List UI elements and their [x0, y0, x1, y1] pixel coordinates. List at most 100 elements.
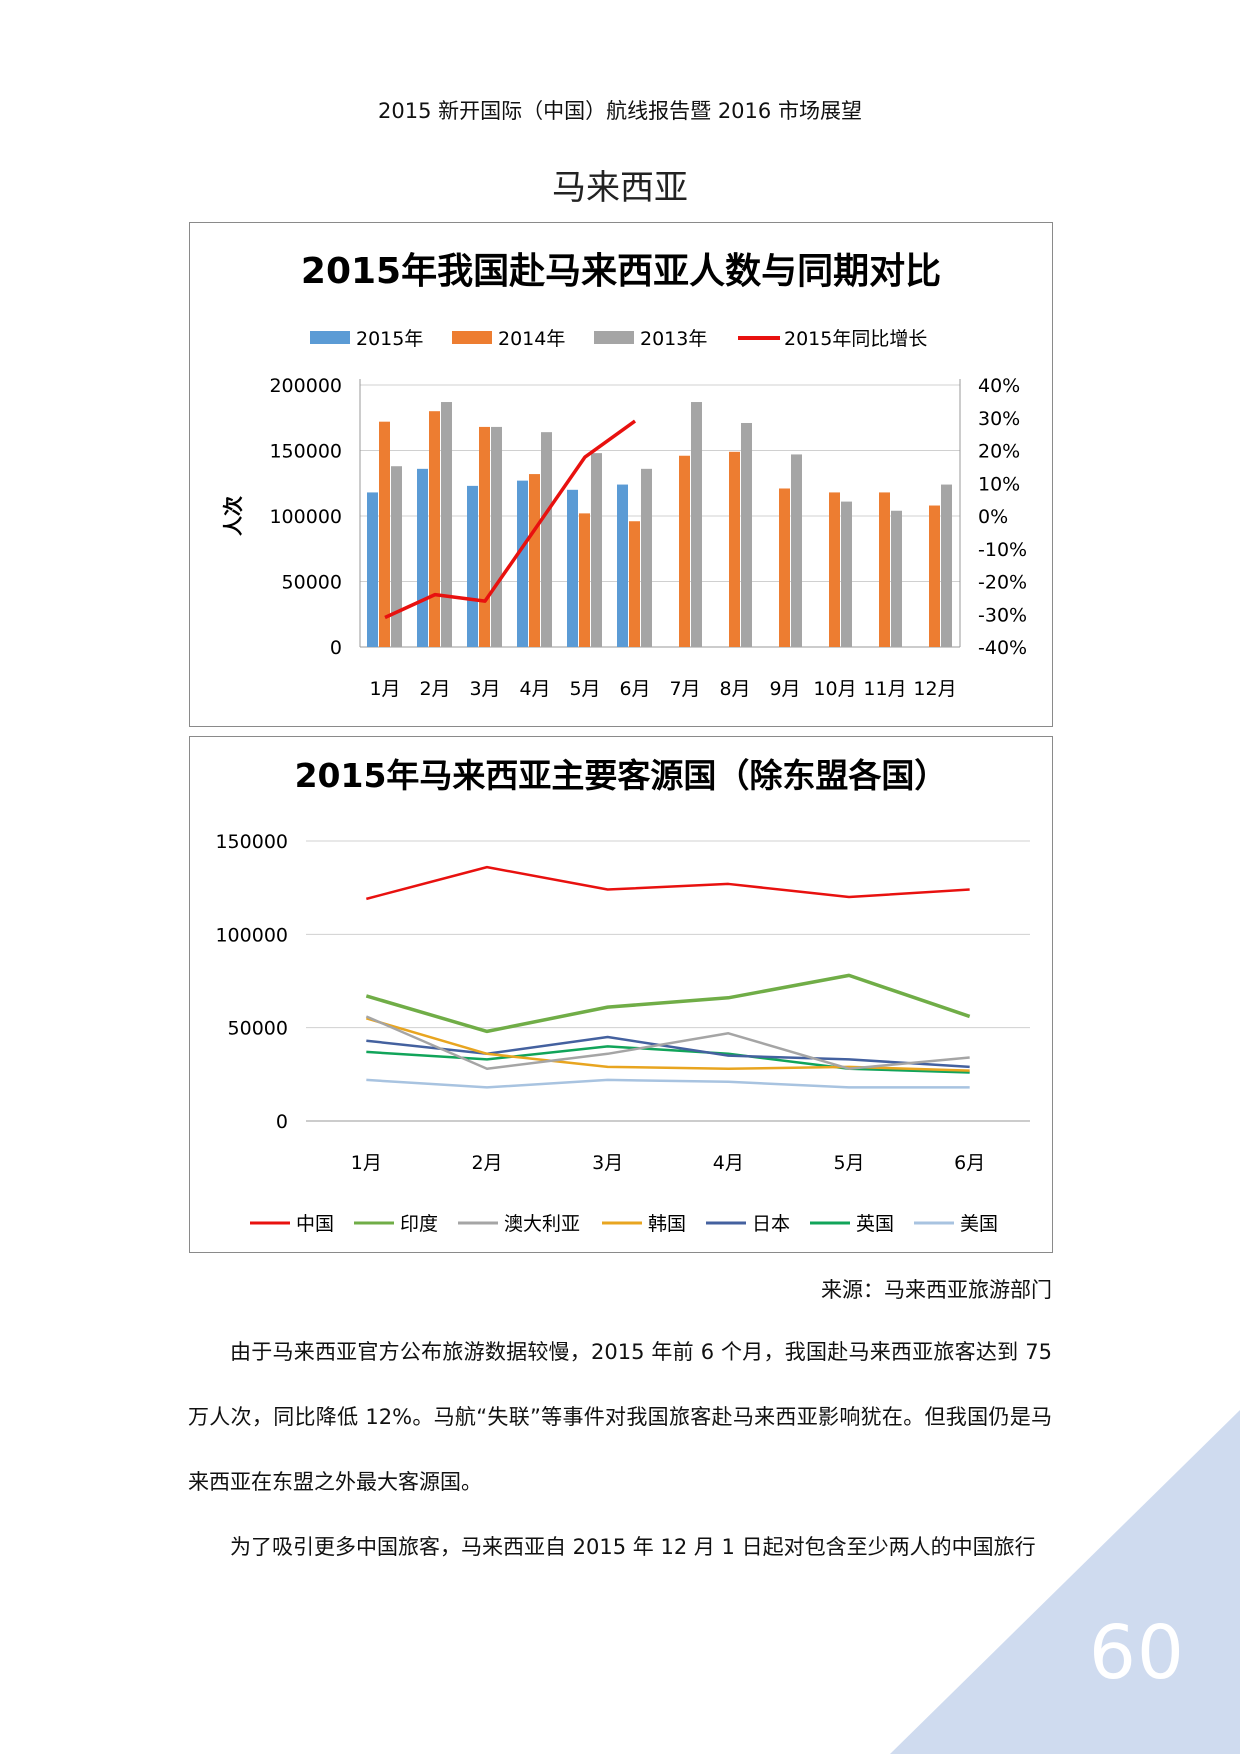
legend-swatch-0 — [310, 331, 350, 344]
x-tick-label: 3月 — [469, 678, 500, 700]
bar-2015 — [617, 484, 628, 647]
series-line — [366, 1035, 970, 1069]
bar-2014 — [529, 474, 540, 647]
y2-tick-label: -30% — [978, 604, 1027, 626]
bar-2013 — [841, 501, 852, 647]
series-line — [366, 865, 970, 901]
bar-2014 — [929, 505, 940, 647]
x-tick-label: 12月 — [913, 678, 956, 700]
y2-tick-label: 10% — [978, 473, 1020, 495]
bar-2014 — [829, 492, 840, 647]
y-tick-label: 50000 — [228, 1018, 288, 1040]
x-tick-label: 4月 — [519, 678, 550, 700]
chart-source-countries: 2015年马来西亚主要客源国（除东盟各国） 0 50000 100000 150000 1… — [189, 736, 1053, 1253]
growth-line — [384, 419, 637, 620]
y2-tick-label: -40% — [978, 637, 1027, 659]
y-axis-title: 人次 — [221, 496, 245, 536]
legend-swatch-2 — [594, 331, 634, 344]
y2-tick-label: 0% — [978, 506, 1008, 528]
bar-2013 — [741, 422, 752, 647]
legend-label-1: 印度 — [400, 1213, 438, 1235]
bar-2014 — [729, 451, 740, 647]
x-tick-label: 5月 — [833, 1152, 864, 1174]
bar-2013 — [691, 402, 702, 647]
x-tick-label: 2月 — [471, 1152, 502, 1174]
source-note: 来源：马来西亚旅游部门 — [821, 1278, 1052, 1302]
legend-label-3: 2015年同比增长 — [784, 328, 927, 350]
bar-2015 — [367, 492, 378, 647]
x-tick-label: 2月 — [419, 678, 450, 700]
y-tick-label: 100000 — [215, 924, 288, 946]
x-tick-label: 8月 — [719, 678, 750, 700]
y-tick-label: 0 — [330, 637, 342, 659]
y2-tick-label: 40% — [978, 375, 1020, 397]
y-tick-label: 150000 — [269, 441, 342, 463]
bar-2014 — [429, 411, 440, 647]
bar-2013 — [941, 484, 952, 647]
bar-2015 — [467, 485, 478, 647]
y2-tick-label: 20% — [978, 441, 1020, 463]
chart2-svg: 2015年马来西亚主要客源国（除东盟各国） 0 50000 100000 150000 1… — [215, 756, 1030, 1235]
bar-2015 — [567, 489, 578, 647]
bar-2013 — [541, 432, 552, 647]
legend-label-3: 韩国 — [648, 1213, 686, 1235]
bar-2013 — [791, 454, 802, 647]
x-tick-label: 3月 — [592, 1152, 623, 1174]
x-tick-label: 6月 — [619, 678, 650, 700]
x-tick-label: 9月 — [769, 678, 800, 700]
x-tick-label: 1月 — [369, 678, 400, 700]
y-tick-label: 150000 — [215, 831, 288, 853]
legend-label-0: 中国 — [296, 1213, 334, 1235]
y2-tick-label: -10% — [978, 539, 1027, 561]
legend-label-5: 英国 — [856, 1213, 894, 1235]
bar-2013 — [591, 453, 602, 647]
bar-2015 — [417, 468, 428, 647]
bar-2013 — [391, 466, 402, 647]
section-title: 马来西亚 — [552, 168, 688, 208]
bar-2014 — [679, 455, 690, 647]
report-header: 2015 新开国际（中国）航线报告暨 2016 市场展望 — [378, 99, 862, 123]
body-paragraph-2: 为了吸引更多中国旅客，马来西亚自 2015 年 12 月 1 日起对包含至少两人… — [230, 1535, 1036, 1559]
bar-2014 — [779, 488, 790, 647]
chart2-title: 2015年马来西亚主要客源国（除东盟各国） — [295, 756, 948, 795]
chart1-title: 2015年我国赴马来西亚人数与同期对比 — [301, 251, 941, 292]
bar-2014 — [629, 521, 640, 647]
x-tick-label: 10月 — [813, 678, 856, 700]
bar-2013 — [441, 402, 452, 647]
y-tick-label: 50000 — [282, 572, 342, 594]
y-tick-label: 200000 — [269, 375, 342, 397]
x-tick-label: 6月 — [954, 1152, 985, 1174]
chart1-svg: 2015年我国赴马来西亚人数与同期对比 2015年 2014年 2013年 2015年同… — [221, 251, 1027, 700]
legend-label-0: 2015年 — [356, 328, 423, 350]
legend-label-2: 澳大利亚 — [504, 1213, 580, 1235]
bar-2013 — [641, 468, 652, 647]
series-line — [366, 1078, 970, 1089]
chart-visitors-comparison: 2015年我国赴马来西亚人数与同期对比 2015年 2014年 2013年 2015年同… — [189, 222, 1053, 727]
body-paragraph-1: 由于马来西亚官方公布旅游数据较慢，2015 年前 6 个月，我国赴马来西亚旅客达… — [188, 1340, 1052, 1494]
bar-2013 — [891, 510, 902, 647]
bar-2014 — [479, 426, 490, 647]
bar-2015 — [517, 480, 528, 647]
series-line — [366, 1045, 970, 1074]
y2-tick-label: -20% — [978, 572, 1027, 594]
bar-2014 — [879, 492, 890, 647]
x-tick-label: 7月 — [669, 678, 700, 700]
y-tick-label: 100000 — [269, 506, 342, 528]
legend-swatch-1 — [452, 331, 492, 344]
legend-label-6: 美国 — [960, 1213, 998, 1235]
page-number: 60 — [1088, 1610, 1185, 1696]
legend-label-2: 2013年 — [640, 328, 707, 350]
x-tick-label: 4月 — [713, 1152, 744, 1174]
x-tick-label: 11月 — [863, 678, 906, 700]
series-line — [365, 973, 971, 1034]
x-tick-label: 5月 — [569, 678, 600, 700]
bar-2013 — [491, 426, 502, 647]
bar-2014 — [379, 421, 390, 647]
legend-label-1: 2014年 — [498, 328, 565, 350]
legend-label-4: 日本 — [752, 1213, 790, 1235]
series-line — [365, 1015, 970, 1070]
bar-2014 — [579, 513, 590, 647]
y-tick-label: 0 — [276, 1111, 288, 1133]
x-tick-label: 1月 — [351, 1152, 382, 1174]
